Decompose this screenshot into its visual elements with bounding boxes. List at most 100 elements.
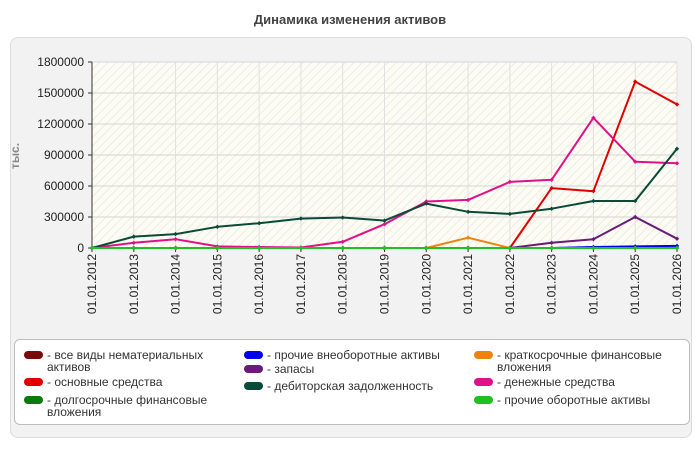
data-point <box>549 185 554 191</box>
y-tick-label: 0 <box>77 241 84 255</box>
x-tick-label: 01.01.2014 <box>169 254 183 314</box>
legend-label: - краткосрочные финансовые вложения <box>497 348 662 374</box>
data-point <box>340 245 345 251</box>
data-point <box>173 245 178 251</box>
data-point <box>465 209 471 215</box>
legend-swatch <box>24 396 43 404</box>
data-point <box>591 237 596 242</box>
data-point <box>591 245 596 251</box>
data-point <box>465 197 471 203</box>
legend-item: - краткосрочные финансовые вложения <box>474 349 680 373</box>
legend: - все виды нематериальных активов - осно… <box>14 339 690 425</box>
legend-label: - запасы <box>267 362 315 376</box>
legend-label: - прочие оборотные активы <box>497 393 651 407</box>
x-tick-label: 01.01.2017 <box>294 254 308 314</box>
data-point <box>256 221 262 226</box>
x-tick-label: 01.01.2020 <box>419 254 433 314</box>
legend-label: - долгосрочные финансовые вложения <box>47 393 208 419</box>
x-tick-label: 01.01.2015 <box>210 254 224 314</box>
data-point <box>382 245 387 251</box>
data-point <box>173 237 178 242</box>
x-tick-label: 01.01.2026 <box>670 254 684 314</box>
x-tick-label: 01.01.2016 <box>252 254 266 314</box>
data-point <box>382 222 387 227</box>
y-axis: 0 300000 600000 900000 1200000 1500000 1800000 <box>37 55 93 255</box>
x-tick-label: 01.01.2021 <box>461 254 475 314</box>
series-group <box>89 79 680 251</box>
data-point <box>507 179 513 185</box>
data-point <box>298 216 304 221</box>
legend-swatch <box>244 351 263 359</box>
chart-title: Динамика изменения активов <box>253 12 447 27</box>
data-point <box>215 224 220 230</box>
y-tick-label: 600000 <box>44 179 84 193</box>
y-tick-label: 1500000 <box>37 86 84 100</box>
x-tick-label: 01.01.2023 <box>545 254 559 314</box>
legend-swatch <box>244 382 263 390</box>
data-point <box>633 214 638 220</box>
x-tick-label: 01.01.2013 <box>127 254 141 314</box>
data-point <box>549 245 554 251</box>
legend-label: - денежные средства <box>497 375 615 389</box>
data-point <box>424 201 429 206</box>
data-point <box>256 245 262 251</box>
legend-swatch <box>24 378 43 386</box>
data-point <box>89 245 95 251</box>
x-tick-label: 01.01.2024 <box>586 254 600 314</box>
legend-item: - денежные средства <box>474 376 680 388</box>
data-point <box>340 239 345 244</box>
data-point <box>340 215 345 220</box>
legend-item: - запасы <box>244 363 464 375</box>
data-point <box>591 188 596 194</box>
data-point <box>674 236 680 241</box>
y-tick-label: 1800000 <box>37 55 84 69</box>
data-point <box>131 245 136 251</box>
y-axis-label: тыс. <box>8 143 22 169</box>
legend-item: - прочие внеоборотные активы <box>244 349 464 361</box>
x-tick-label: 01.01.2018 <box>336 254 350 314</box>
legend-label: - дебиторская задолженность <box>267 379 434 393</box>
data-point <box>633 79 638 84</box>
data-point <box>465 235 471 240</box>
y-tick-label: 900000 <box>44 148 84 162</box>
legend-item: - долгосрочные финансовые вложения <box>24 394 234 418</box>
data-point <box>424 245 429 251</box>
legend-label: - все виды нематериальных активов <box>47 348 204 374</box>
data-point <box>633 159 638 164</box>
legend-swatch <box>24 351 43 359</box>
data-point <box>633 198 638 204</box>
legend-item: - все виды нематериальных активов <box>24 349 234 373</box>
legend-swatch <box>474 396 493 404</box>
data-point <box>382 218 387 223</box>
data-point <box>591 115 596 120</box>
legend-swatch <box>474 351 493 359</box>
data-point <box>549 177 554 182</box>
x-tick-label: 01.01.2025 <box>628 254 642 314</box>
data-point <box>674 146 680 151</box>
data-point <box>549 240 554 246</box>
y-tick-label: 300000 <box>44 210 84 224</box>
data-point <box>674 245 680 251</box>
data-point <box>215 245 220 251</box>
legend-item: - прочие оборотные активы <box>474 394 680 406</box>
legend-label: - прочие внеоборотные активы <box>267 348 440 362</box>
y-tick-label: 1200000 <box>37 117 84 131</box>
data-point <box>173 231 178 237</box>
data-point <box>465 245 471 251</box>
x-tick-label: 01.01.2019 <box>378 254 392 314</box>
x-tick-label: 01.01.2012 <box>85 254 99 314</box>
legend-label: - основные средства <box>47 375 163 389</box>
data-point <box>131 240 136 246</box>
x-axis: 01.01.2012 01.01.2013 01.01.2014 01.01.2015… <box>85 247 684 314</box>
data-point <box>549 206 554 211</box>
legend-swatch <box>244 365 263 373</box>
data-point <box>674 161 680 166</box>
legend-item: - дебиторская задолженность <box>244 380 464 392</box>
x-tick-label: 01.01.2022 <box>503 254 517 314</box>
legend-swatch <box>474 378 493 386</box>
data-point <box>131 234 136 239</box>
legend-item: - основные средства <box>24 376 234 388</box>
data-point <box>633 245 638 251</box>
data-point <box>674 102 680 107</box>
